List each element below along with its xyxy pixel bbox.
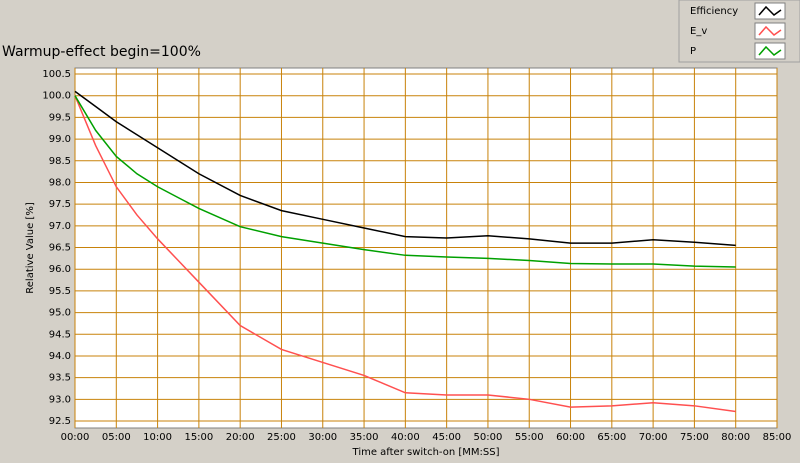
y-tick-label: 100.5 bbox=[42, 69, 71, 80]
y-tick-label: 98.5 bbox=[49, 156, 71, 167]
legend-label: Efficiency bbox=[690, 6, 738, 17]
x-tick-label: 25:00 bbox=[267, 432, 296, 443]
y-tick-label: 94.5 bbox=[49, 329, 71, 340]
y-tick-label: 92.5 bbox=[49, 416, 71, 427]
x-tick-label: 40:00 bbox=[391, 432, 420, 443]
legend-label: E_v bbox=[690, 26, 707, 37]
x-tick-label: 00:00 bbox=[61, 432, 90, 443]
data-line bbox=[74, 95, 736, 413]
legend-swatch bbox=[758, 25, 782, 36]
x-tick-label: 60:00 bbox=[556, 432, 585, 443]
x-tick-label: 15:00 bbox=[184, 432, 213, 443]
legend-swatch bbox=[758, 45, 782, 56]
x-tick-label: 35:00 bbox=[350, 432, 379, 443]
data-line bbox=[74, 95, 736, 268]
y-tick-label: 97.5 bbox=[49, 199, 71, 210]
legend-label: P bbox=[690, 46, 696, 57]
y-tick-label: 93.5 bbox=[49, 373, 71, 384]
x-axis-label: Time after switch-on [MM:SS] bbox=[352, 447, 500, 458]
y-tick-label: 99.0 bbox=[49, 134, 71, 145]
x-tick-label: 30:00 bbox=[308, 432, 337, 443]
y-tick-label: 100.0 bbox=[42, 91, 71, 102]
x-tick-label: 70:00 bbox=[639, 432, 668, 443]
y-axis-label: Relative Value [%] bbox=[25, 202, 36, 294]
y-tick-label: 99.5 bbox=[49, 112, 71, 123]
y-tick-label: 95.5 bbox=[49, 286, 71, 297]
y-tick-label: 95.0 bbox=[49, 308, 71, 319]
y-tick-label: 96.0 bbox=[49, 264, 71, 275]
y-tick-label: 98.0 bbox=[49, 177, 71, 188]
x-tick-label: 10:00 bbox=[143, 432, 172, 443]
x-tick-label: 50:00 bbox=[474, 432, 503, 443]
x-tick-label: 05:00 bbox=[102, 432, 131, 443]
x-tick-label: 80:00 bbox=[721, 432, 750, 443]
x-tick-label: 55:00 bbox=[515, 432, 544, 443]
x-tick-label: 45:00 bbox=[432, 432, 461, 443]
chart-title: Warmup-effect begin=100% bbox=[2, 44, 201, 60]
y-tick-label: 94.0 bbox=[49, 351, 71, 362]
x-tick-label: 65:00 bbox=[597, 432, 626, 443]
data-line bbox=[74, 90, 736, 247]
y-tick-label: 93.0 bbox=[49, 394, 71, 405]
x-tick-label: 75:00 bbox=[680, 432, 709, 443]
y-tick-label: 97.0 bbox=[49, 221, 71, 232]
x-tick-label: 20:00 bbox=[226, 432, 255, 443]
y-tick-label: 96.5 bbox=[49, 243, 71, 254]
x-tick-label: 85:00 bbox=[763, 432, 792, 443]
legend-swatch bbox=[758, 5, 782, 16]
